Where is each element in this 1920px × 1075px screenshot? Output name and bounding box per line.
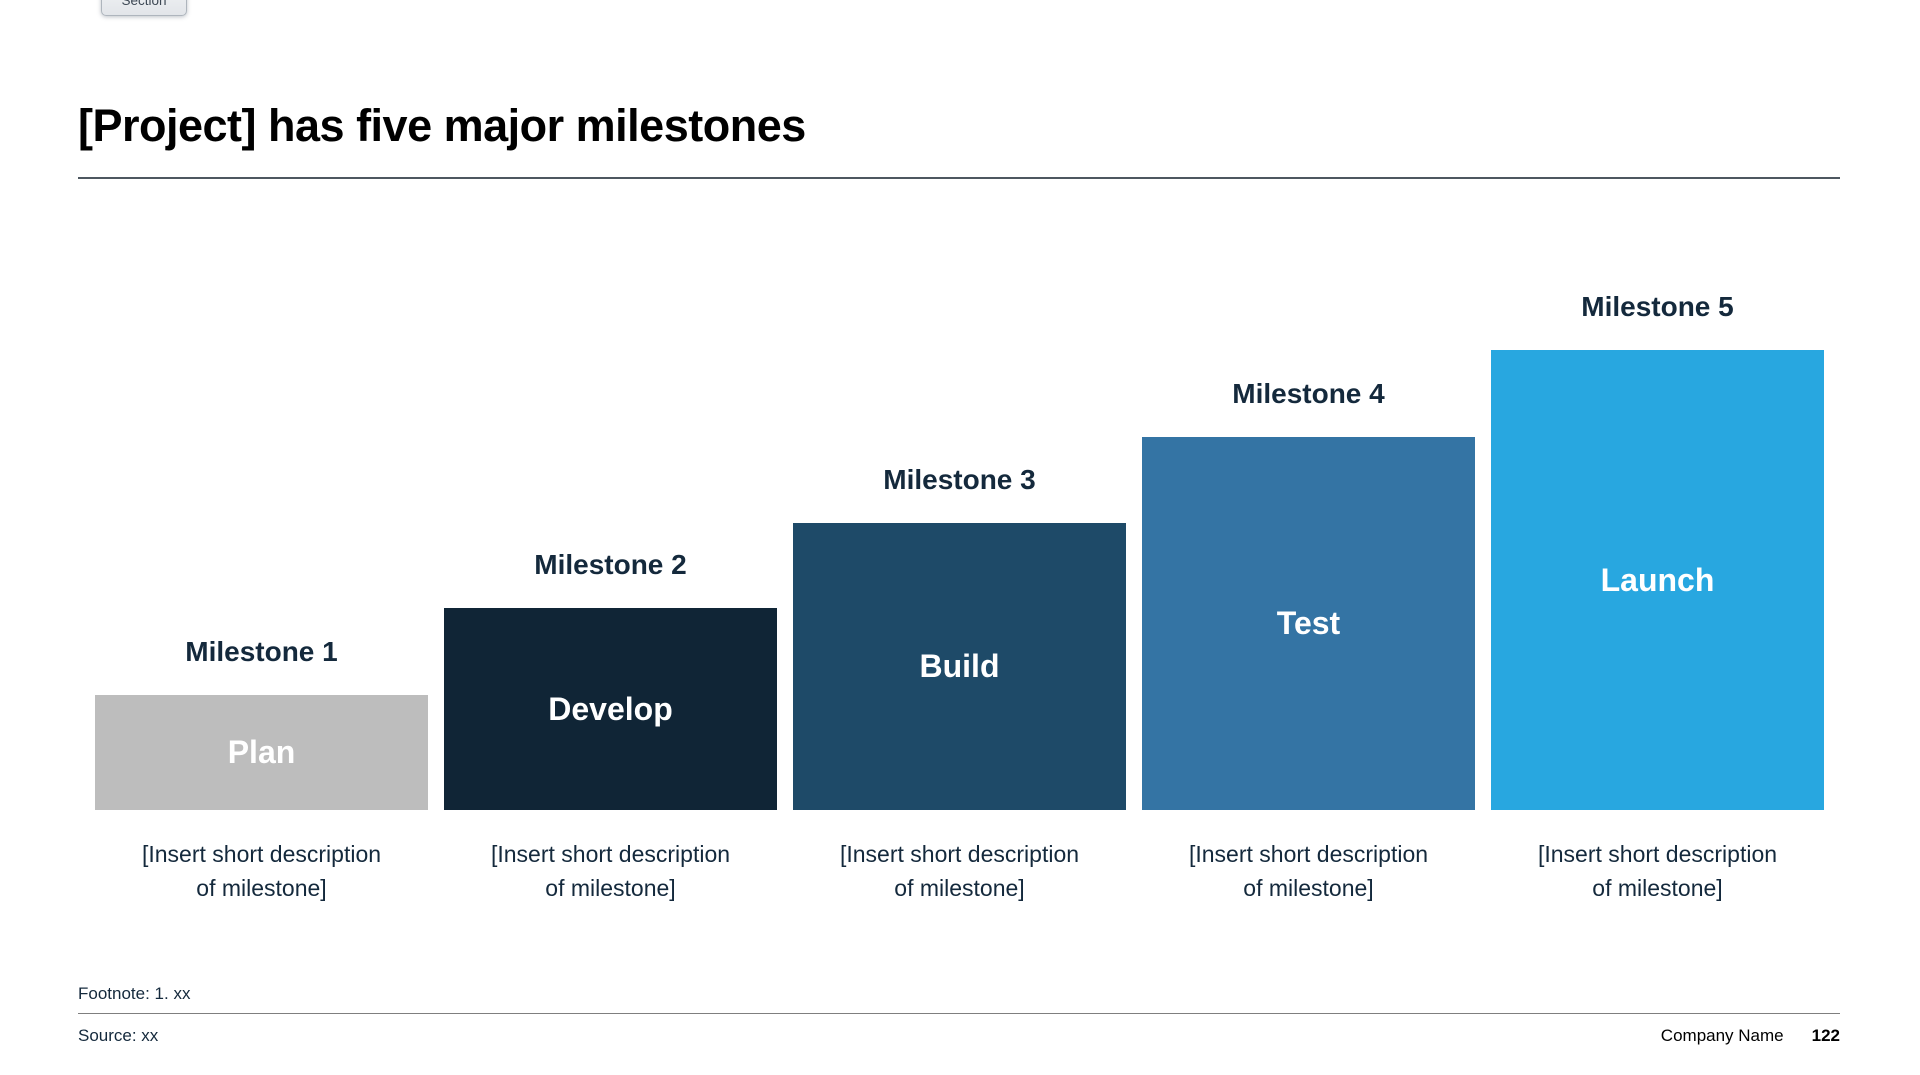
milestone-column: Milestone 3 Build [Insert short descript… [793,464,1126,901]
milestone-description: [Insert short description of milestone] [839,841,1080,901]
footer-right: Company Name 122 [1661,1026,1840,1046]
milestone-column: Milestone 5 Launch [Insert short descrip… [1491,291,1824,901]
milestone-column: Milestone 4 Test [Insert short descripti… [1142,378,1475,901]
footnote: Footnote: 1. xx [78,984,191,1003]
milestone-bar-label: Build [919,648,1000,684]
milestone-bar: Test [1142,437,1475,810]
milestone-column: Milestone 2 Develop [Insert short descri… [444,549,777,901]
milestone-label: Milestone 2 [534,549,687,580]
milestone-bar: Develop [444,608,777,810]
milestone-bar-label: Plan [227,734,296,770]
milestone-description: [Insert short description of milestone] [1537,841,1778,901]
milestone-label: Milestone 1 [185,636,338,667]
milestone-bar: Build [793,523,1126,810]
milestone-bar-label: Test [1276,605,1341,641]
milestone-label: Milestone 3 [883,464,1036,495]
milestone-column: Milestone 1 Plan [Insert short descripti… [95,636,428,901]
footer-divider [78,1013,1840,1014]
page-number: 122 [1811,1026,1840,1045]
title-divider [78,177,1840,179]
milestone-description: [Insert short description of milestone] [141,841,382,901]
company-name: Company Name [1660,1026,1784,1045]
milestone-description: [Insert short description of milestone] [490,841,731,901]
section-button[interactable]: Section [101,0,187,16]
milestone-description: [Insert short description of milestone] [1188,841,1429,901]
milestone-label: Milestone 4 [1232,378,1385,409]
milestone-label: Milestone 5 [1581,291,1734,322]
milestone-bar: Launch [1491,350,1824,810]
milestone-bar: Plan [95,695,428,810]
page-title: [Project] has five major milestones [78,100,806,151]
source: Source: xx [78,1026,159,1045]
milestone-bar-label: Launch [1600,561,1715,598]
milestone-bar-label: Develop [548,690,673,727]
